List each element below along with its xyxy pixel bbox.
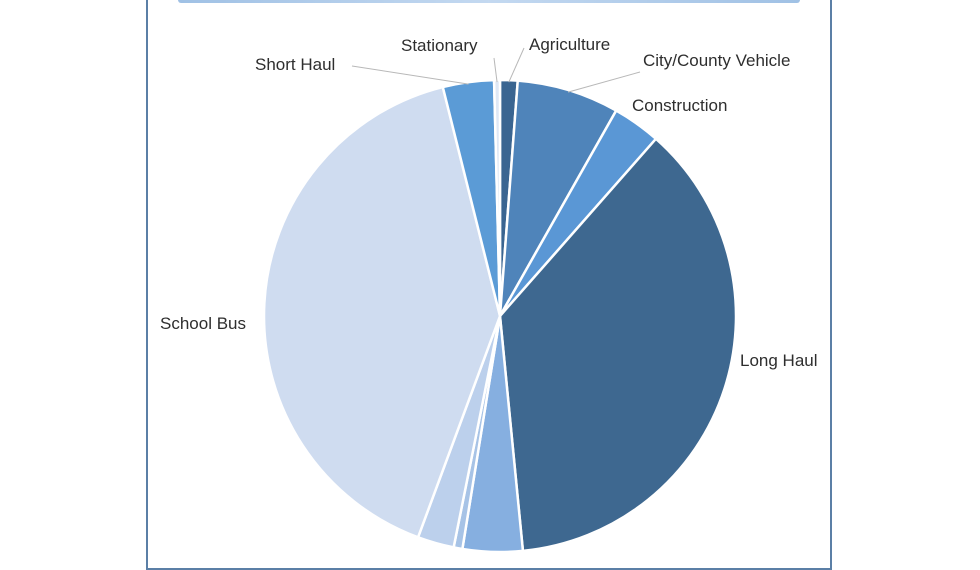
pie-slice-city-county-vehicle xyxy=(498,79,618,317)
slice-label-short-haul: Short Haul xyxy=(255,55,335,74)
pie-slice-long-haul xyxy=(498,137,738,552)
pie-chart: Agriculture City/County Vehicle Constructi… xyxy=(160,35,818,552)
slice-label-stationary: Stationary xyxy=(401,36,478,55)
chart-title-cut-off xyxy=(178,0,800,3)
slice-label-school-bus: School Bus xyxy=(160,314,246,333)
slice-label-agriculture: Agriculture xyxy=(529,35,610,54)
slice-label-city-county-vehicle: City/County Vehicle xyxy=(643,51,790,70)
chart-area: Agriculture City/County Vehicle Constructi… xyxy=(146,0,832,570)
slice-label-construction: Construction xyxy=(632,96,727,115)
leader-line-stationary xyxy=(493,57,498,83)
leader-line-agriculture xyxy=(508,47,525,83)
slice-labels: Agriculture City/County Vehicle Constructi… xyxy=(160,35,818,370)
pie-slice-school-bus xyxy=(262,85,502,539)
label-leader-lines xyxy=(351,47,641,93)
pie-slices xyxy=(262,78,738,552)
slice-label-long-haul: Long Haul xyxy=(740,351,818,370)
leader-line-city-county-vehicle xyxy=(567,71,641,93)
leader-line-short-haul xyxy=(351,65,469,85)
